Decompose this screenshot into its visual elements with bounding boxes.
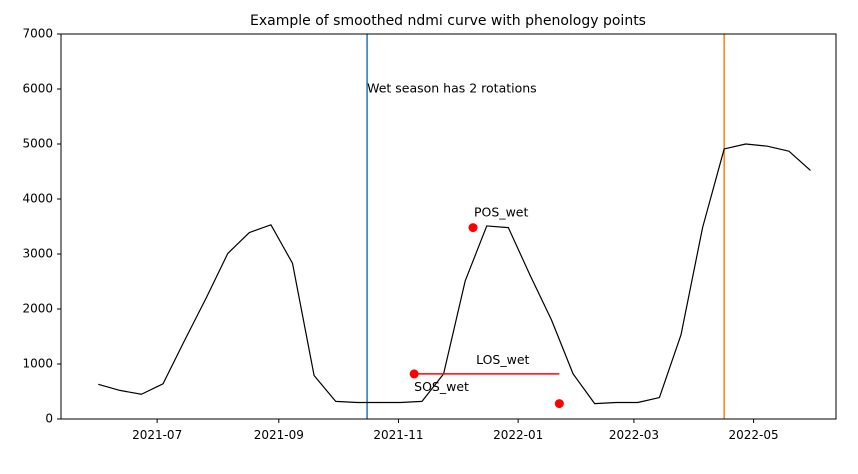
y-tick-label-1: 0 bbox=[45, 412, 53, 426]
x-tick-label-5: 2022-03 bbox=[609, 428, 659, 442]
y-tick-label-3: 2000 bbox=[22, 302, 53, 316]
y-tick-label-7: 6000 bbox=[22, 82, 53, 96]
x-tick-label-1: 2021-07 bbox=[132, 428, 182, 442]
y-tick-label-2: 1000 bbox=[22, 357, 53, 371]
los-label: LOS_wet bbox=[476, 352, 529, 367]
x-tick-label-6: 2022-05 bbox=[729, 428, 779, 442]
x-tick-label-3: 2021-11 bbox=[373, 428, 423, 442]
point-label-2: POS_wet bbox=[474, 205, 528, 220]
plot-frame bbox=[60, 33, 837, 420]
text-annotation-1: Wet season has 2 rotations bbox=[367, 81, 537, 96]
phenology-point-1 bbox=[409, 369, 419, 379]
y-tick-label-6: 5000 bbox=[22, 137, 53, 151]
y-tick-label-4: 3000 bbox=[22, 247, 53, 261]
x-tick-label-4: 2022-01 bbox=[493, 428, 543, 442]
series-line-1 bbox=[98, 143, 811, 405]
y-tick-label-5: 4000 bbox=[22, 192, 53, 206]
chart-title: Example of smoothed ndmi curve with phen… bbox=[250, 13, 646, 29]
phenology-point-3 bbox=[554, 399, 564, 409]
point-label-1: SOS_wet bbox=[414, 379, 469, 394]
x-tick-label-2: 2021-09 bbox=[254, 428, 304, 442]
y-tick-label-8: 7000 bbox=[22, 27, 53, 41]
phenology-point-2 bbox=[468, 223, 478, 233]
